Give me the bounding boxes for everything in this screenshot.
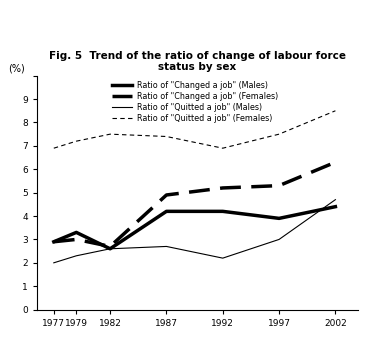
Line: Ratio of "Changed a job" (Males): Ratio of "Changed a job" (Males): [54, 207, 335, 249]
Ratio of "Changed a job" (Males): [52, 240, 56, 244]
Ratio of "Changed a job" (Females): [277, 184, 281, 188]
Ratio of "Changed a job" (Males): [164, 209, 169, 213]
Ratio of "Quitted a job" (Females): [164, 135, 169, 139]
Ratio of "Quitted a job" (Males): [221, 256, 225, 260]
Ratio of "Changed a job" (Males): [74, 230, 79, 235]
Ratio of "Changed a job" (Females): [52, 240, 56, 244]
Ratio of "Quitted a job" (Males): [333, 197, 338, 202]
Ratio of "Changed a job" (Males): [333, 205, 338, 209]
Ratio of "Quitted a job" (Females): [277, 132, 281, 136]
Ratio of "Changed a job" (Males): [108, 247, 112, 251]
Ratio of "Quitted a job" (Females): [333, 109, 338, 113]
Ratio of "Quitted a job" (Males): [52, 261, 56, 265]
Ratio of "Quitted a job" (Females): [74, 139, 79, 143]
Text: (%): (%): [8, 63, 25, 73]
Ratio of "Changed a job" (Females): [74, 237, 79, 241]
Ratio of "Quitted a job" (Females): [108, 132, 112, 136]
Ratio of "Changed a job" (Females): [333, 160, 338, 164]
Line: Ratio of "Quitted a job" (Females): Ratio of "Quitted a job" (Females): [54, 111, 335, 148]
Ratio of "Quitted a job" (Males): [277, 237, 281, 241]
Ratio of "Quitted a job" (Females): [52, 146, 56, 150]
Ratio of "Quitted a job" (Males): [74, 254, 79, 258]
Ratio of "Changed a job" (Females): [221, 186, 225, 190]
Ratio of "Quitted a job" (Males): [164, 244, 169, 248]
Ratio of "Changed a job" (Females): [108, 244, 112, 248]
Ratio of "Quitted a job" (Males): [108, 247, 112, 251]
Ratio of "Quitted a job" (Females): [221, 146, 225, 150]
Line: Ratio of "Changed a job" (Females): Ratio of "Changed a job" (Females): [54, 162, 335, 246]
Line: Ratio of "Quitted a job" (Males): Ratio of "Quitted a job" (Males): [54, 200, 335, 263]
Ratio of "Changed a job" (Males): [277, 216, 281, 221]
Ratio of "Changed a job" (Males): [221, 209, 225, 213]
Ratio of "Changed a job" (Females): [164, 193, 169, 197]
Title: Fig. 5  Trend of the ratio of change of labour force
status by sex: Fig. 5 Trend of the ratio of change of l…: [49, 51, 346, 72]
Legend: Ratio of "Changed a job" (Males), Ratio of "Changed a job" (Females), Ratio of ": Ratio of "Changed a job" (Males), Ratio …: [111, 80, 279, 123]
